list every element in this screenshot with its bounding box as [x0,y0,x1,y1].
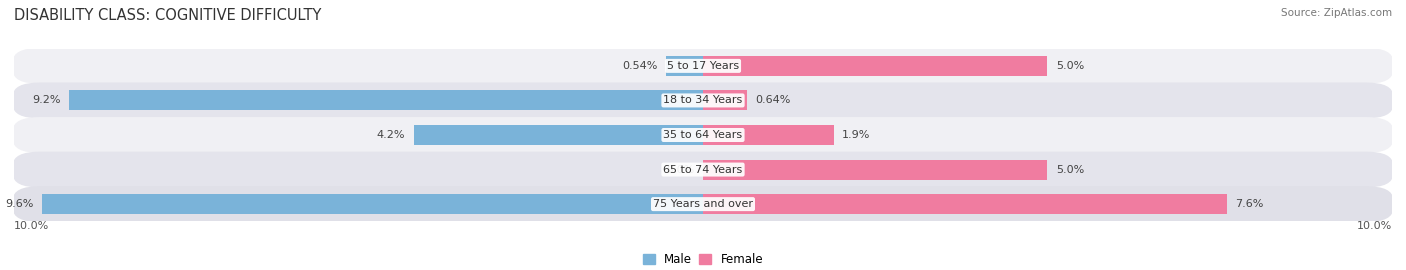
Text: 9.6%: 9.6% [6,199,34,209]
Text: 4.2%: 4.2% [377,130,405,140]
Bar [703,56,1047,76]
Text: 5.0%: 5.0% [1056,61,1084,71]
Text: 9.2%: 9.2% [32,95,60,106]
Bar [666,56,703,76]
Bar [42,194,703,214]
Text: 18 to 34 Years: 18 to 34 Years [664,95,742,106]
Bar [703,160,1047,180]
Legend: Male, Female: Male, Female [638,248,768,270]
Text: 65 to 74 Years: 65 to 74 Years [664,164,742,175]
Text: 7.6%: 7.6% [1234,199,1263,209]
FancyBboxPatch shape [13,82,1393,119]
Text: 10.0%: 10.0% [14,221,49,231]
Text: 0.64%: 0.64% [755,95,790,106]
Text: 0.54%: 0.54% [621,61,658,71]
Text: 10.0%: 10.0% [1357,221,1392,231]
Text: 5.0%: 5.0% [1056,164,1084,175]
Bar [413,125,703,145]
Text: 75 Years and over: 75 Years and over [652,199,754,209]
Text: Source: ZipAtlas.com: Source: ZipAtlas.com [1281,8,1392,18]
Bar [703,125,834,145]
FancyBboxPatch shape [13,186,1393,222]
Text: 35 to 64 Years: 35 to 64 Years [664,130,742,140]
Bar [703,90,747,110]
Bar [703,194,1226,214]
Text: 5 to 17 Years: 5 to 17 Years [666,61,740,71]
Text: 1.9%: 1.9% [842,130,870,140]
Bar [69,90,703,110]
FancyBboxPatch shape [13,48,1393,84]
FancyBboxPatch shape [13,117,1393,153]
Text: 0.0%: 0.0% [666,164,695,175]
FancyBboxPatch shape [13,151,1393,188]
Text: DISABILITY CLASS: COGNITIVE DIFFICULTY: DISABILITY CLASS: COGNITIVE DIFFICULTY [14,8,322,23]
